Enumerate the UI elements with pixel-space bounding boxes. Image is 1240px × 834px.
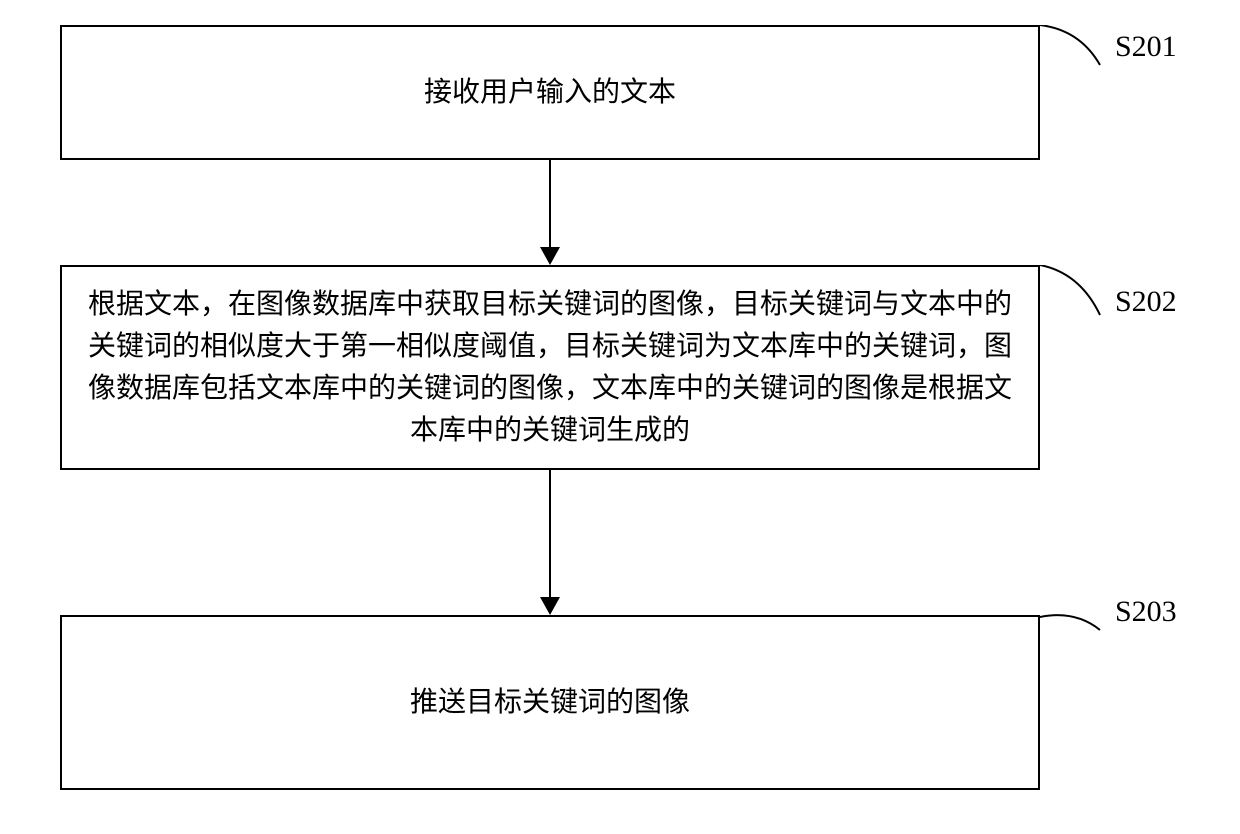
flow-step-3-text: 推送目标关键词的图像 xyxy=(410,682,690,724)
flow-step-3-label: S203 xyxy=(1115,595,1177,629)
flowchart-container: 接收用户输入的文本 S201 根据文本，在图像数据库中获取目标关键词的图像，目标… xyxy=(0,0,1240,834)
arrow-2-3-line xyxy=(549,470,551,597)
flow-step-2-text: 根据文本，在图像数据库中获取目标关键词的图像，目标关键词与文本中的关键词的相似度… xyxy=(82,284,1018,452)
flow-step-1: 接收用户输入的文本 xyxy=(60,25,1040,160)
flow-step-3: 推送目标关键词的图像 xyxy=(60,615,1040,790)
label-connector-1 xyxy=(1040,25,1120,85)
arrow-1-2-line xyxy=(549,160,551,247)
flow-step-1-label: S201 xyxy=(1115,30,1177,64)
arrow-2-3-head xyxy=(540,597,560,615)
flow-step-2-label: S202 xyxy=(1115,285,1177,319)
label-connector-3 xyxy=(1040,605,1120,655)
flow-step-1-text: 接收用户输入的文本 xyxy=(424,72,676,114)
arrow-1-2-head xyxy=(540,247,560,265)
flow-step-2: 根据文本，在图像数据库中获取目标关键词的图像，目标关键词与文本中的关键词的相似度… xyxy=(60,265,1040,470)
label-connector-2 xyxy=(1040,265,1120,335)
